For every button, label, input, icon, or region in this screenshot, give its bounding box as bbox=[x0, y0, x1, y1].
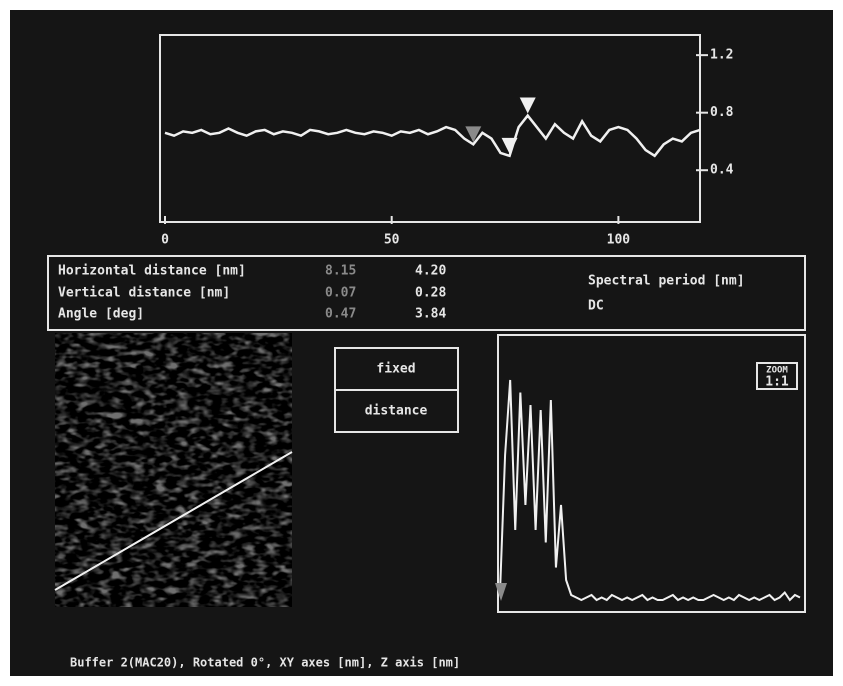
y-tick-label: 0.4 bbox=[710, 163, 734, 178]
cell: 0.28 bbox=[415, 286, 446, 301]
x-tick-label: 50 bbox=[384, 233, 400, 248]
y-tick-label: 1.2 bbox=[710, 48, 733, 63]
side-label: Spectral period [nm] bbox=[588, 274, 745, 289]
screen: Horizontal distance [nm] 8.15 4.20 Verti… bbox=[0, 0, 843, 686]
side-value: DC bbox=[588, 299, 604, 314]
cell: 3.84 bbox=[415, 307, 446, 322]
row-label: Angle [deg] bbox=[58, 307, 144, 322]
button[interactable]: distance bbox=[365, 404, 428, 419]
cell: 0.07 bbox=[325, 286, 356, 301]
footer: Buffer 2(MAC20), Rotated 0°, XY axes [nm… bbox=[70, 656, 460, 670]
afm-texture bbox=[55, 333, 292, 607]
x-tick-label: 0 bbox=[161, 233, 169, 248]
zoom-value: 1:1 bbox=[765, 375, 789, 390]
button[interactable]: fixed bbox=[376, 362, 415, 377]
cell: 4.20 bbox=[415, 264, 446, 279]
x-tick-label: 100 bbox=[607, 233, 631, 248]
cell: 0.47 bbox=[325, 307, 356, 322]
y-tick-label: 0.8 bbox=[710, 105, 734, 120]
row-label: Horizontal distance [nm] bbox=[58, 264, 246, 279]
cell: 8.15 bbox=[325, 264, 356, 279]
row-label: Vertical distance [nm] bbox=[58, 286, 230, 301]
